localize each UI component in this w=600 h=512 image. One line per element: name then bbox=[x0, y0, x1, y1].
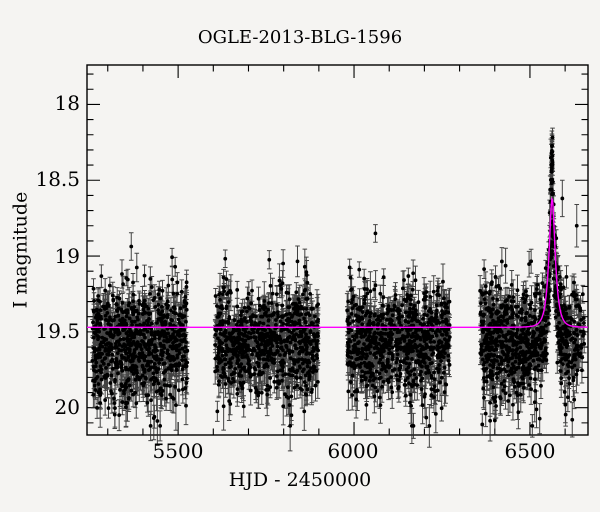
y-axis-label: I magnitude bbox=[9, 191, 32, 309]
chart-title: OGLE-2013-BLG-1596 bbox=[197, 27, 403, 48]
y-tick-label: 19.5 bbox=[35, 319, 80, 343]
x-tick-label: 5500 bbox=[152, 439, 204, 463]
x-axis-label: HJD - 2450000 bbox=[228, 469, 372, 491]
y-tick-label: 18 bbox=[54, 91, 80, 115]
y-tick-label: 20 bbox=[54, 395, 80, 419]
y-tick-label: 18.5 bbox=[35, 167, 80, 191]
x-tick-label: 6500 bbox=[504, 439, 556, 463]
y-tick-label: 19 bbox=[54, 244, 80, 268]
x-tick-label: 6000 bbox=[327, 439, 379, 463]
